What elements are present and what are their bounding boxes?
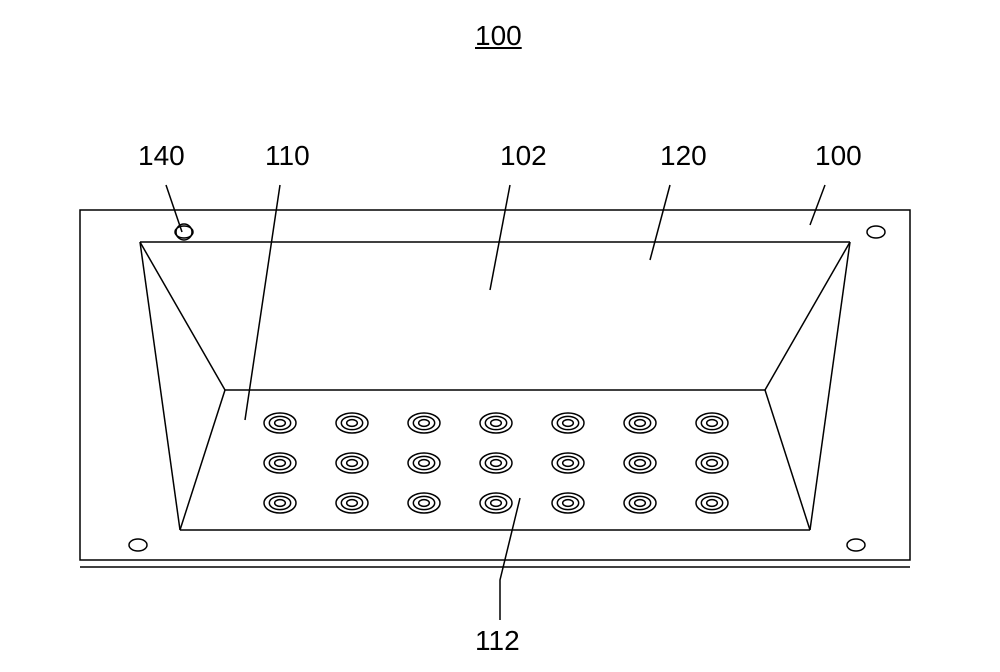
drain-hole-ring [707, 500, 718, 507]
wall-right [765, 242, 850, 390]
drain-hole-ring [707, 420, 718, 427]
drain-hole-ring [629, 496, 650, 509]
drain-hole-ring [707, 460, 718, 467]
mount-hole [847, 539, 865, 551]
leader-line [500, 498, 520, 620]
drain-hole-ring [701, 496, 722, 509]
diagram-svg [0, 0, 1000, 672]
drain-hole-ring [275, 460, 286, 467]
leader-line [810, 185, 825, 225]
drain-hole-ring [557, 456, 578, 469]
callout-102: 102 [500, 140, 547, 172]
leader-line [650, 185, 670, 260]
drain-hole-ring [341, 456, 362, 469]
wall-left [140, 242, 225, 390]
drain-hole-ring [275, 420, 286, 427]
mount-hole [129, 539, 147, 551]
drain-hole-ring [341, 496, 362, 509]
rim-right [810, 242, 850, 530]
callout-100p: 100 [815, 140, 862, 172]
drain-hole-ring [419, 420, 430, 427]
drain-hole-ring [701, 456, 722, 469]
drain-hole-ring [347, 500, 358, 507]
drain-hole-ring [485, 496, 506, 509]
figure-container: 100 140110102120100112 [0, 0, 1000, 672]
drain-hole-ring [413, 496, 434, 509]
drain-hole-ring [485, 456, 506, 469]
leader-line [490, 185, 510, 290]
drain-hole-ring [491, 500, 502, 507]
drain-hole-ring [635, 420, 646, 427]
mount-hole [867, 226, 885, 238]
drain-hole-ring [563, 500, 574, 507]
callout-112: 112 [475, 625, 520, 657]
drain-hole-ring [413, 456, 434, 469]
drain-hole-ring [341, 416, 362, 429]
callout-140: 140 [138, 140, 185, 172]
drain-hole-ring [485, 416, 506, 429]
leader-line [245, 185, 280, 420]
drain-hole-ring [557, 416, 578, 429]
wall-left-front [180, 390, 225, 530]
drain-hole-ring [635, 500, 646, 507]
drain-hole-ring [557, 496, 578, 509]
drain-hole-ring [419, 460, 430, 467]
drain-hole-ring [491, 420, 502, 427]
drain-hole-ring [563, 460, 574, 467]
drain-hole-ring [269, 456, 290, 469]
drain-hole-ring [629, 456, 650, 469]
rim-left [140, 242, 180, 530]
drain-hole-ring [419, 500, 430, 507]
callout-120: 120 [660, 140, 707, 172]
drain-hole-ring [269, 496, 290, 509]
drain-hole-ring [635, 460, 646, 467]
drain-hole-ring [347, 460, 358, 467]
drain-hole-ring [275, 500, 286, 507]
drain-hole-ring [629, 416, 650, 429]
drain-hole-ring [347, 420, 358, 427]
drain-hole-ring [701, 416, 722, 429]
callout-110: 110 [265, 140, 310, 172]
drain-hole-ring [269, 416, 290, 429]
drain-hole-ring [491, 460, 502, 467]
wall-right-front [765, 390, 810, 530]
drain-hole-ring [563, 420, 574, 427]
drain-hole-ring [413, 416, 434, 429]
